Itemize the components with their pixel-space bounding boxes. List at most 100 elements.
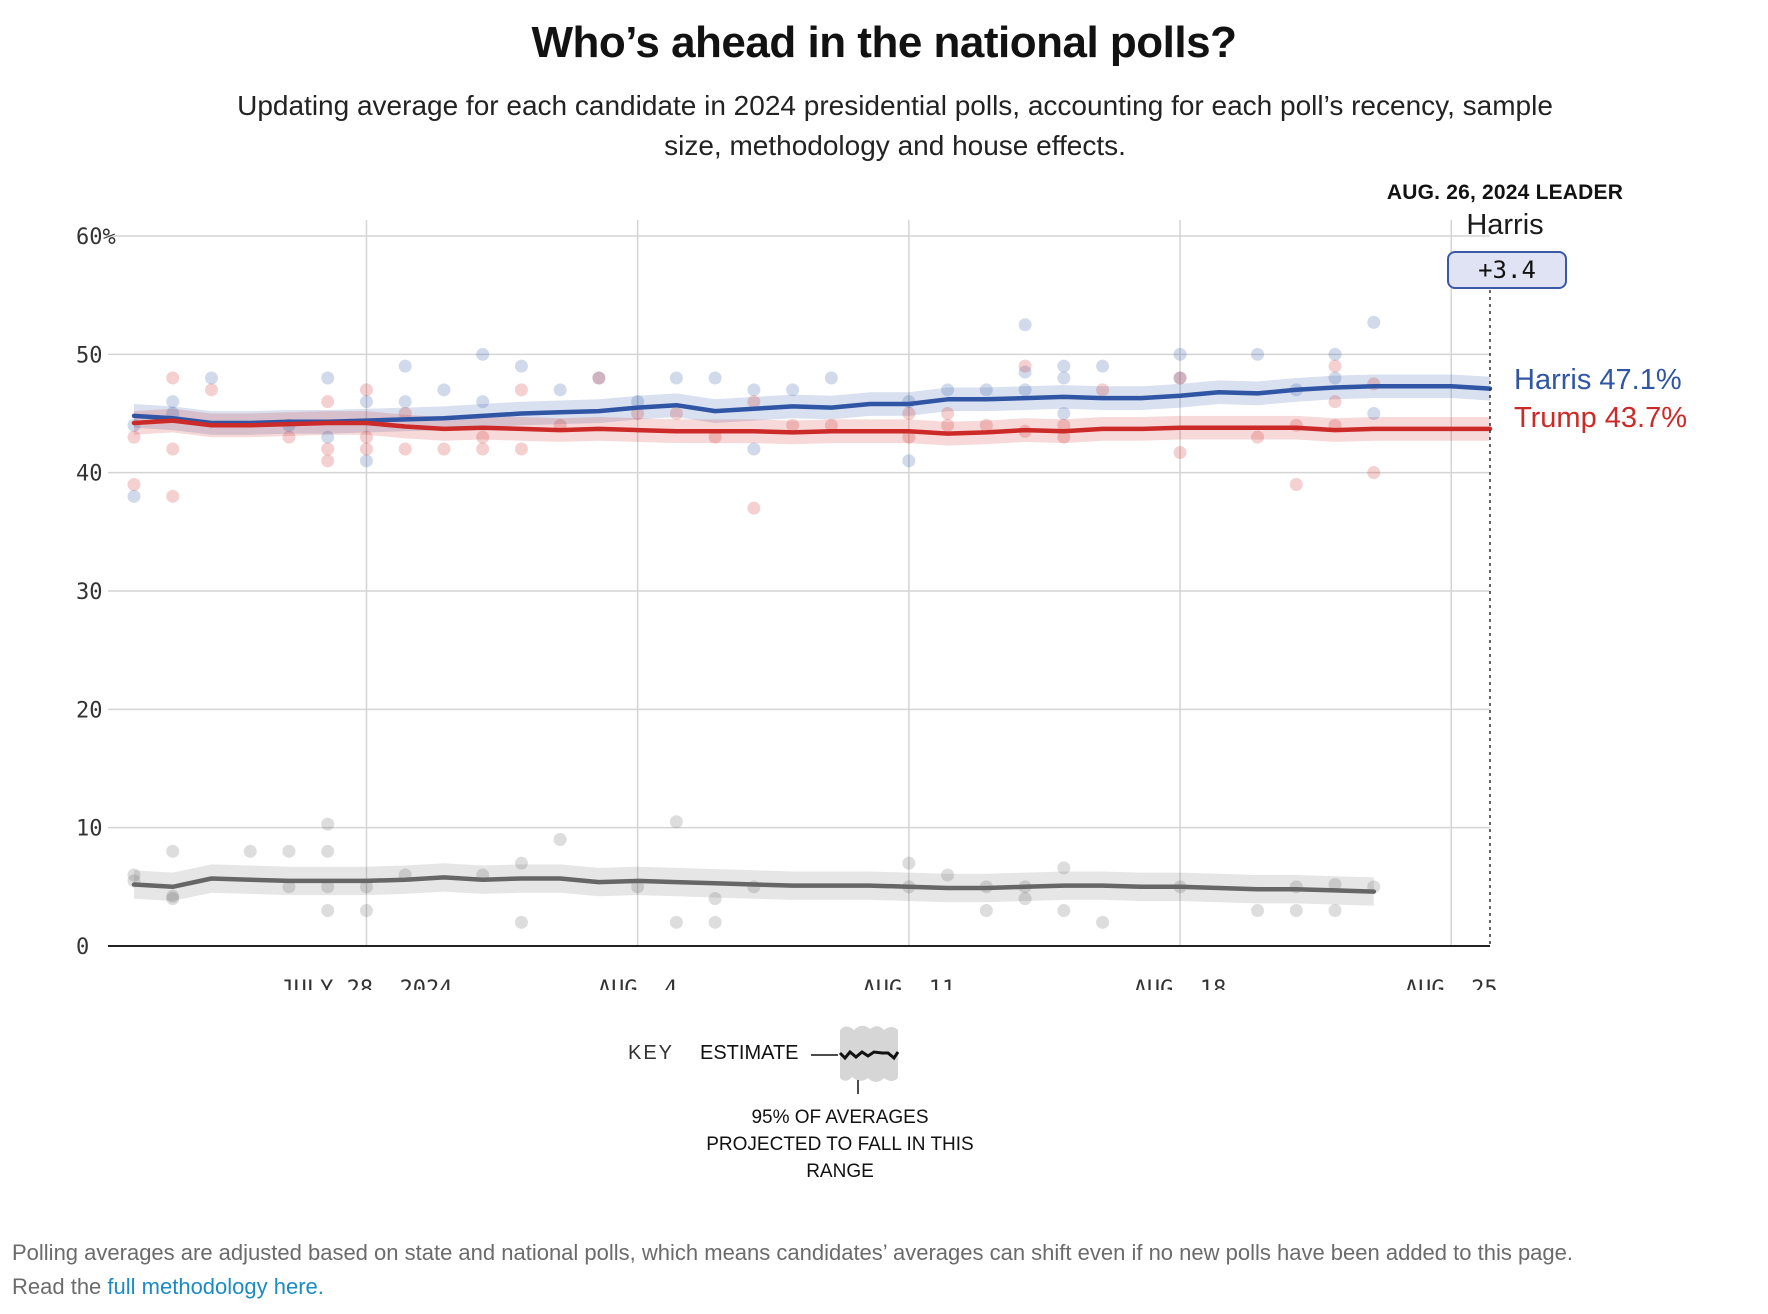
other-poll-point	[282, 880, 296, 894]
other-poll-point	[1096, 915, 1110, 929]
harris-poll-point	[1328, 371, 1342, 385]
trump-end-label: Trump 43.7%	[1514, 402, 1687, 434]
y-tick-label: 60%	[76, 225, 116, 250]
harris-poll-point	[941, 383, 955, 397]
x-tick-label: AUG. 4	[598, 977, 677, 990]
trump-poll-point	[1173, 371, 1187, 385]
trump-poll-point	[166, 489, 180, 503]
other-poll-point	[514, 915, 528, 929]
harris-poll-point	[669, 371, 683, 385]
other-poll-point	[359, 904, 373, 917]
harris-poll-point	[514, 359, 528, 373]
harris-poll-point	[631, 395, 645, 409]
key-estimate-label: ESTIMATE	[700, 1042, 799, 1064]
trump-poll-point	[1018, 359, 1032, 373]
trump-poll-point	[824, 418, 838, 432]
x-tick-label: AUG. 11	[862, 977, 955, 990]
y-tick-label: 40	[76, 462, 103, 487]
methodology-link[interactable]: full methodology here.	[107, 1274, 324, 1299]
harris-poll-point	[166, 395, 180, 409]
harris-poll-point	[786, 383, 800, 397]
harris-poll-point	[1057, 407, 1071, 420]
confidence-bands	[134, 374, 1490, 906]
chart-title: Who’s ahead in the national polls?	[531, 18, 1237, 67]
harris-poll-point	[553, 383, 567, 397]
trump-poll-point	[631, 407, 645, 420]
harris-poll-point	[398, 395, 412, 409]
trump-poll-point	[1057, 430, 1071, 444]
trump-poll-point	[902, 407, 916, 420]
other-poll-point	[127, 868, 141, 882]
harris-poll-point	[1173, 347, 1187, 361]
harris-poll-point	[902, 454, 916, 468]
harris-poll-point	[1057, 359, 1071, 373]
trump-poll-point	[166, 371, 180, 385]
trump-poll-point	[514, 383, 528, 397]
trump-poll-point	[398, 407, 412, 420]
trump-poll-point	[127, 478, 141, 491]
trump-poll-point	[941, 407, 955, 420]
trump-poll-point	[1251, 430, 1265, 444]
harris-poll-point	[127, 489, 141, 503]
trump-poll-point	[1367, 466, 1381, 480]
key-range-label: 95% OF AVERAGES PROJECTED TO FALL IN THI…	[706, 1107, 974, 1182]
other-poll-point	[166, 892, 180, 906]
other-poll-point	[514, 856, 528, 870]
harris-poll-point	[1057, 371, 1071, 385]
harris-poll-point	[321, 371, 335, 385]
gridlines	[108, 220, 1490, 946]
other-poll-point	[243, 844, 257, 858]
trump-poll-point	[1289, 478, 1303, 491]
trump-poll-point	[321, 454, 335, 468]
chart-subtitle: Updating average for each candidate in 2…	[237, 90, 1553, 161]
y-tick-label: 30	[76, 580, 103, 605]
other-poll-point	[166, 889, 180, 903]
other-poll-point	[1251, 904, 1265, 917]
harris-poll-point	[476, 395, 490, 409]
harris-poll-point	[321, 430, 335, 444]
trump-poll-point	[786, 418, 800, 432]
leader-date-heading: AUG. 26, 2024 LEADER	[1386, 181, 1624, 204]
other-average-line	[131, 875, 1377, 894]
harris-poll-point	[398, 359, 412, 373]
trump-poll-point	[359, 430, 373, 444]
harris-poll-point	[747, 383, 761, 397]
harris-poll-point	[359, 395, 373, 409]
other-poll-point	[1328, 904, 1342, 917]
y-tick-label: 20	[76, 698, 103, 723]
harris-poll-point	[1328, 347, 1342, 361]
harris-poll-point	[592, 371, 606, 385]
trump-poll-point	[747, 395, 761, 409]
other-poll-point	[1289, 904, 1303, 917]
harris-poll-point	[824, 371, 838, 385]
harris-poll-point	[747, 442, 761, 456]
other-poll-point	[708, 892, 722, 906]
other-poll-point	[1018, 892, 1032, 906]
harris-poll-point	[1096, 359, 1110, 373]
other-poll-point	[321, 817, 335, 831]
trump-poll-point	[166, 442, 180, 456]
trump-poll-point	[747, 501, 761, 515]
average-lines	[131, 384, 1493, 894]
other-poll-point	[669, 815, 683, 829]
harris-end-label: Harris 47.1%	[1514, 364, 1682, 396]
harris-confidence-band	[134, 374, 1490, 435]
x-tick-label: AUG. 25	[1405, 977, 1498, 990]
trump-poll-point	[359, 383, 373, 397]
trump-poll-point	[476, 442, 490, 456]
footnote-methodology-line: Read the full methodology here.	[12, 1270, 1762, 1304]
key-estimate-icon	[811, 1025, 900, 1094]
trump-poll-point	[1328, 395, 1342, 409]
trump-poll-point	[1328, 359, 1342, 373]
trump-poll-point	[1096, 383, 1110, 397]
trump-poll-point	[437, 442, 451, 456]
other-poll-point	[166, 844, 180, 858]
harris-poll-point	[359, 454, 373, 468]
key-label: KEY	[628, 1042, 675, 1064]
x-tick-label: JULY 28, 2024	[280, 977, 452, 990]
trump-poll-point	[592, 371, 606, 385]
trump-poll-point	[941, 418, 955, 432]
other-poll-point	[979, 904, 993, 917]
harris-poll-point	[437, 383, 451, 397]
y-tick-label: 0	[76, 935, 89, 960]
